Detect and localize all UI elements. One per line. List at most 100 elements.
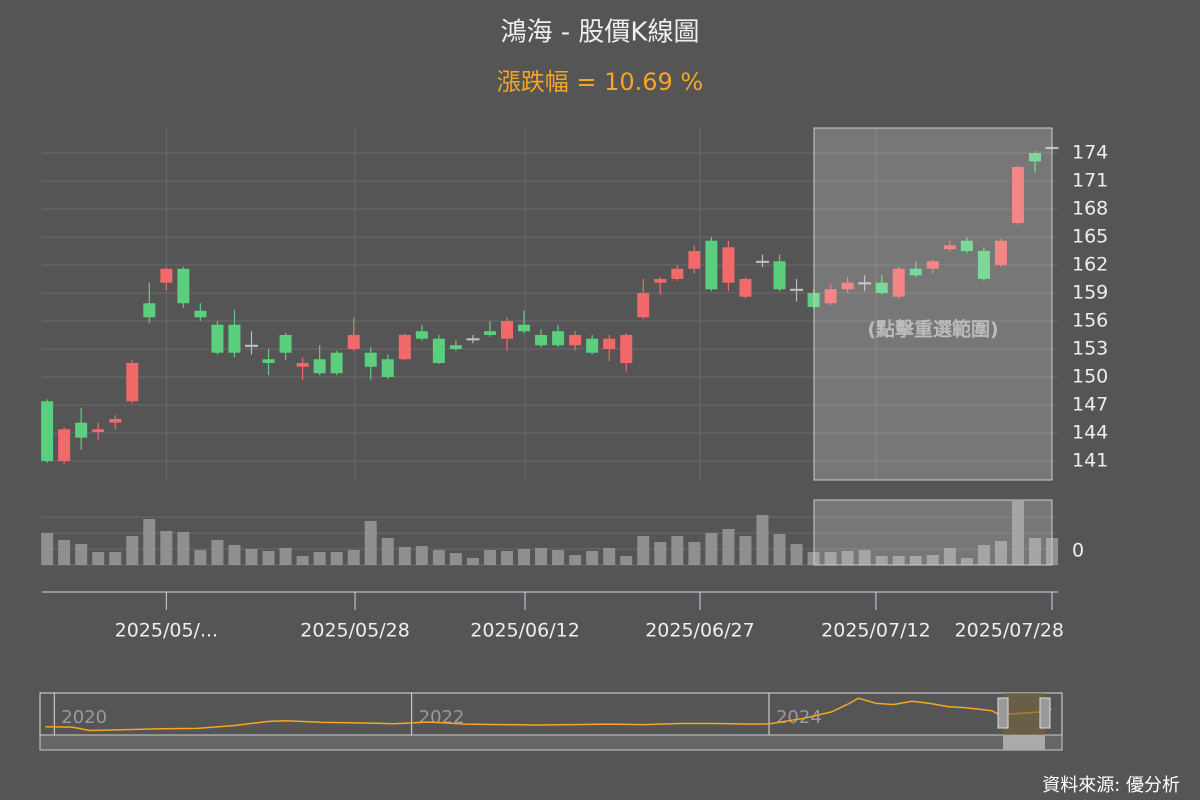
candle-body (330, 352, 343, 374)
volume-bar (194, 550, 207, 565)
volume-bar (552, 550, 565, 565)
volume-bar (790, 544, 803, 565)
candle-body (245, 344, 259, 347)
candle-body (160, 268, 173, 283)
volume-bar (449, 553, 462, 565)
volume-bar (603, 548, 616, 565)
volume-bar (824, 552, 837, 565)
candle-body (466, 338, 480, 341)
volume-bar (41, 533, 54, 565)
y-tick-label: 165 (1072, 225, 1108, 247)
candle-body (569, 334, 582, 346)
y-tick-label: 159 (1072, 281, 1108, 303)
navigator-handle[interactable] (997, 697, 1009, 729)
candle-body (211, 324, 224, 353)
candle-body (143, 303, 156, 318)
candle-body (654, 278, 667, 283)
volume-bar (518, 549, 531, 565)
x-tick-label: 2025/06/27 (645, 620, 755, 642)
candle-body (671, 268, 684, 279)
candle-body (41, 401, 54, 461)
navigator-handle[interactable] (1039, 697, 1051, 729)
volume-bar (160, 531, 173, 565)
candle-body (603, 338, 616, 349)
scrollbar[interactable] (39, 734, 1063, 751)
candle-body (841, 282, 854, 290)
volume-bar (535, 548, 548, 565)
candle-body (92, 429, 105, 433)
y-tick-label: 147 (1072, 393, 1108, 415)
volume-bar (1011, 501, 1024, 565)
volume-bar (381, 538, 394, 565)
volume-bar (313, 552, 326, 565)
candle-body (500, 320, 513, 339)
selection-range-volume[interactable] (813, 499, 1053, 566)
y-tick-label: 171 (1072, 170, 1108, 192)
candle-body (705, 240, 718, 290)
y-tick-label: 144 (1072, 421, 1108, 443)
volume-bar (841, 551, 854, 565)
candle-body (228, 324, 241, 353)
volume-bar (126, 536, 139, 565)
volume-bar (500, 551, 513, 565)
volume-bar (177, 532, 190, 565)
volume-bar (637, 536, 650, 565)
x-tick-label: 2025/07/12 (821, 620, 931, 642)
volume-bar (756, 515, 769, 565)
volume-bar (58, 540, 71, 565)
volume-bar (364, 521, 377, 565)
candle-body (586, 338, 599, 353)
chart-subtitle: 漲跌幅 = 10.69 % (497, 68, 704, 96)
candle-body (279, 334, 292, 353)
volume-bar (483, 550, 496, 565)
candle-body (909, 268, 922, 276)
volume-bar (569, 555, 582, 565)
x-tick-label: 2025/05/28 (300, 620, 410, 642)
y-tick-label: 141 (1072, 449, 1108, 471)
candle-body (637, 292, 650, 318)
candle-body (177, 268, 190, 304)
volume-bar (773, 534, 786, 565)
x-tick-label: 2025/05/... (115, 620, 218, 642)
candle-body (773, 261, 786, 290)
volume-bar (722, 529, 735, 565)
navigator-line (45, 697, 1052, 732)
candle-body (858, 282, 872, 285)
navigator-tick-label: 2020 (61, 707, 107, 728)
candle-body (926, 261, 939, 269)
selection-range[interactable] (813, 127, 1053, 481)
volume-bar (398, 547, 411, 565)
candle-body (1029, 153, 1042, 162)
candle-body (518, 324, 531, 332)
volume-bar (432, 550, 445, 565)
y-tick-label: 153 (1072, 337, 1108, 359)
volume-bar (330, 552, 343, 565)
volume-bar (943, 548, 956, 565)
candle-body (432, 338, 445, 363)
volume-bar (296, 556, 309, 565)
volume-bar (705, 533, 718, 565)
candle-body (296, 362, 309, 367)
candle-body (109, 418, 122, 423)
volume-bar (909, 556, 922, 565)
candle-body (262, 359, 275, 363)
volume-bar (415, 546, 428, 565)
chart-title: 鴻海 - 股價K線圖 (501, 18, 700, 48)
source: 資料來源: 優分析 (1042, 775, 1180, 796)
volume-bar (671, 536, 684, 565)
candle-body (364, 352, 377, 367)
volume-bar (586, 551, 599, 565)
volume-bar (279, 548, 292, 565)
volume-bar (1029, 538, 1042, 565)
navigator-tick-label: 2024 (776, 707, 822, 728)
volume-bar (211, 540, 224, 565)
volume-bar (739, 536, 752, 565)
candle-body (943, 245, 956, 250)
volume-bar (466, 558, 479, 565)
candle-body (722, 247, 735, 283)
candle-body (739, 278, 752, 297)
scrollbar-thumb[interactable] (1003, 735, 1045, 750)
volume-bar (109, 552, 122, 565)
candle-body (1011, 167, 1024, 223)
